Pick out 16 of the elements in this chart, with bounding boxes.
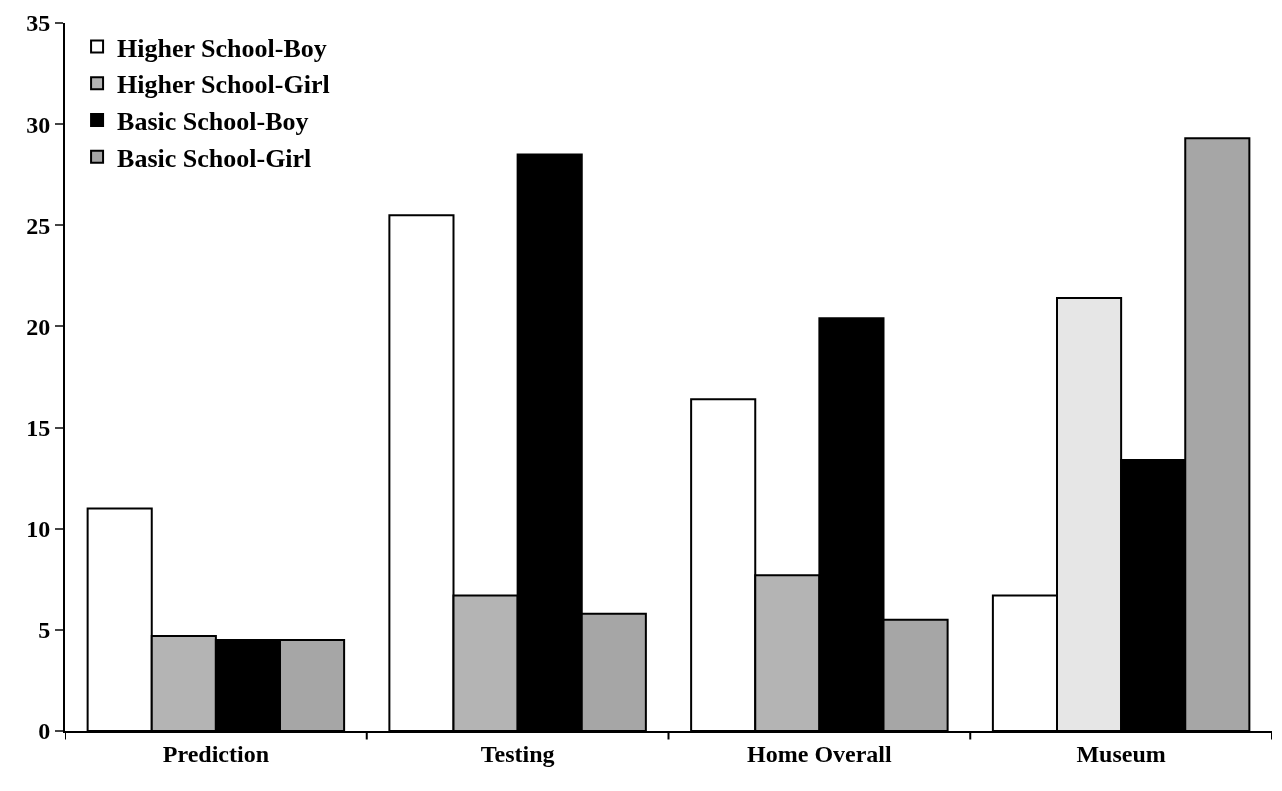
y-tick-label: 20: [26, 313, 51, 340]
legend-label: Basic School-Girl: [117, 143, 312, 173]
legend-label: Higher School-Girl: [117, 70, 330, 100]
x-tick-label: Testing: [480, 740, 555, 767]
x-tick-label: Home Overall: [747, 740, 893, 767]
x-tick-label: Prediction: [162, 740, 269, 767]
y-tick-label: 15: [26, 414, 51, 441]
y-tick-label: 25: [26, 212, 51, 239]
y-tick-label: 30: [26, 111, 51, 138]
legend-label: Basic School-Boy: [117, 107, 309, 137]
y-tick-label: 0: [38, 718, 51, 745]
legend-label: Higher School-Boy: [117, 33, 327, 63]
y-tick-label: 5: [38, 617, 51, 644]
y-tick-label: 35: [26, 10, 51, 37]
x-tick-label: Museum: [1076, 740, 1166, 767]
y-tick-label: 10: [26, 516, 51, 543]
